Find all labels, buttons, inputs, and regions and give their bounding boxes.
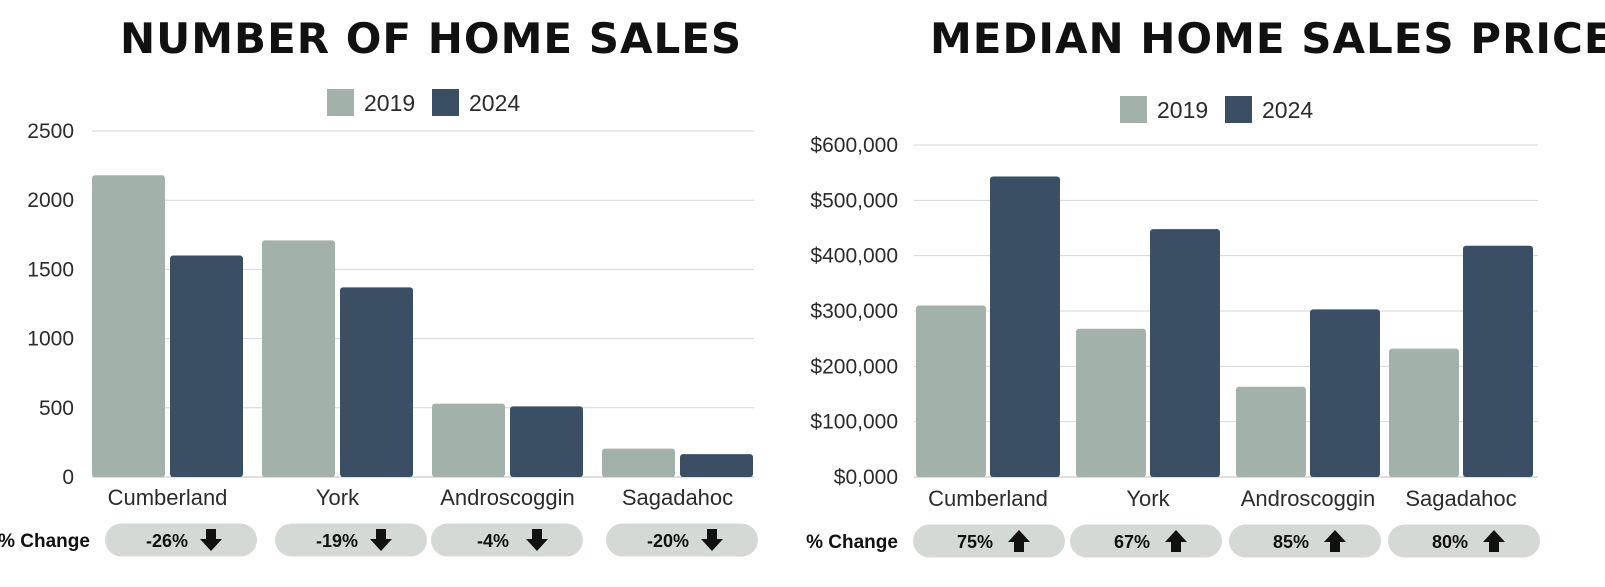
y-tick-label: $100,000 [810,411,898,434]
legend-label-2019: 2019 [1157,97,1208,123]
pct-change-value: 75% [957,532,993,552]
arrow-up-icon [1483,530,1505,552]
pct-change-label: % Change [0,531,90,552]
y-tick-label: 0 [62,466,74,489]
pct-change-value: -4% [477,531,509,551]
category-label-androscoggin: Androscoggin [440,485,575,510]
bar-york-2024 [1150,229,1220,477]
bar-androscoggin-2024 [510,406,583,477]
y-tick-label: 500 [39,397,74,420]
pct-change-value: 80% [1432,532,1468,552]
pct-change-pill [606,523,758,557]
chart-title-home-sales: NUMBER OF HOME SALES [120,14,743,63]
pct-change-label: % Change [806,532,898,553]
category-label-york: York [1126,486,1170,511]
bar-cumberland-2024 [990,176,1060,478]
pct-change-pill [1070,524,1222,558]
bar-androscoggin-2024 [1310,309,1380,477]
legend-swatch-2019 [327,89,354,116]
arrow-up-icon [1324,530,1346,552]
legend-label-2024: 2024 [1262,97,1313,123]
bar-cumberland-2019 [92,175,165,477]
bar-androscoggin-2019 [1236,386,1306,477]
legend-swatch-2019 [1120,96,1147,123]
arrow-down-icon [200,529,222,551]
bar-sagadahoc-2019 [602,448,675,477]
category-label-sagadahoc: Sagadahoc [622,485,733,510]
y-tick-label: 1500 [27,258,74,281]
bar-androscoggin-2019 [432,403,505,477]
bar-york-2024 [340,287,413,477]
category-label-cumberland: Cumberland [108,485,228,510]
pct-change-pill [1388,524,1540,558]
legend-label-2024: 2024 [469,90,520,116]
legend-swatch-2024 [1225,96,1252,123]
arrow-up-icon [1165,530,1187,552]
y-tick-label: 2500 [27,120,74,143]
bar-york-2019 [262,240,335,477]
y-tick-label: $300,000 [810,300,898,323]
arrow-down-icon [701,529,723,551]
pct-change-pill [105,523,257,557]
y-tick-label: 1000 [27,328,74,351]
y-tick-label: $500,000 [810,189,898,212]
arrow-up-icon [1008,530,1030,552]
pct-change-value: -20% [647,531,689,551]
pct-change-value: 85% [1273,532,1309,552]
bar-sagadahoc-2024 [1463,245,1533,477]
category-label-cumberland: Cumberland [928,486,1048,511]
y-tick-label: $0,000 [834,466,898,489]
bar-cumberland-2024 [170,255,243,477]
arrow-down-icon [370,529,392,551]
bar-sagadahoc-2019 [1389,348,1459,477]
y-tick-label: $400,000 [810,245,898,268]
category-label-androscoggin: Androscoggin [1241,486,1376,511]
bar-cumberland-2019 [916,305,986,477]
y-tick-label: $600,000 [810,134,898,157]
y-tick-label: $200,000 [810,355,898,378]
bar-sagadahoc-2024 [680,454,753,477]
bar-york-2019 [1076,328,1146,477]
pct-change-value: -19% [316,531,358,551]
chart-title-median-price: MEDIAN HOME SALES PRICE [930,14,1605,63]
y-tick-label: 2000 [27,189,74,212]
legend-label-2019: 2019 [364,90,415,116]
pct-change-value: -26% [146,531,188,551]
pct-change-pill [1229,524,1381,558]
pct-change-pill [913,524,1065,558]
arrow-down-icon [526,529,548,551]
pct-change-pill [275,523,427,557]
legend-swatch-2024 [432,89,459,116]
pct-change-pill [431,523,583,557]
pct-change-value: 67% [1114,532,1150,552]
category-label-york: York [316,485,360,510]
category-label-sagadahoc: Sagadahoc [1405,486,1516,511]
